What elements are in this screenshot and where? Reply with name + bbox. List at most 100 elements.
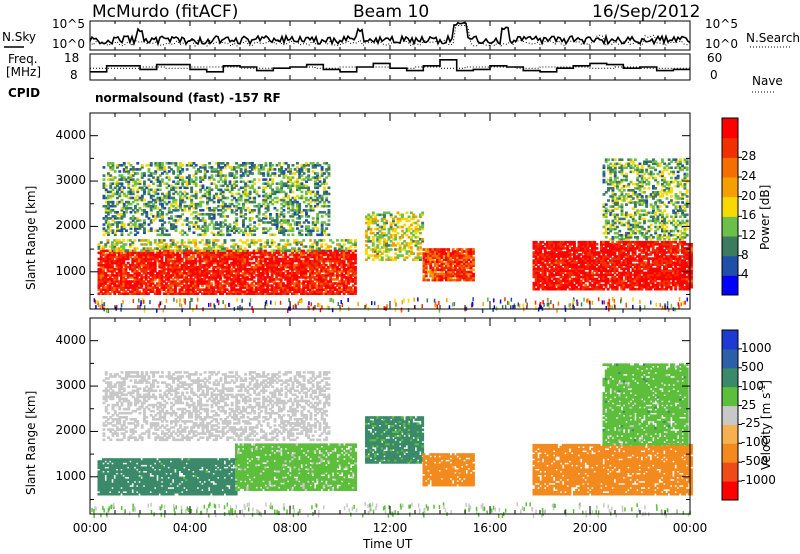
echo-cell [412, 215, 416, 219]
echo-cell [291, 204, 295, 208]
echo-cell [161, 192, 164, 196]
echo-cell [270, 263, 274, 267]
nsky-trace [89, 21, 691, 47]
echo-cell [214, 249, 218, 252]
echo-cell [217, 170, 221, 173]
echo-cell [284, 182, 288, 185]
echo-cell [336, 276, 339, 279]
echo-cell [111, 247, 114, 250]
echo-cell [241, 286, 245, 289]
echo-cell [333, 282, 337, 285]
echo-cell [313, 286, 317, 289]
echo-cell [194, 251, 198, 255]
echo-cell [349, 278, 353, 281]
echo-cell [277, 282, 281, 285]
echo-cell [309, 276, 312, 279]
echo-cell [161, 204, 164, 208]
echo-cell [378, 225, 382, 229]
echo-cell [129, 292, 132, 295]
echo-cell [287, 166, 290, 169]
echo-cell [174, 267, 177, 271]
echo-cell [223, 276, 227, 279]
echo-cell [203, 233, 207, 237]
echo-cell [323, 192, 326, 196]
echo-cell [230, 202, 234, 206]
echo-cell [342, 243, 346, 246]
echo-cell [192, 282, 195, 285]
echo-cell [297, 280, 301, 283]
echo-cell [176, 180, 180, 183]
echo-cell [392, 242, 395, 245]
echo-cell [179, 206, 182, 210]
echo-cell [179, 186, 182, 190]
echo-cell [288, 263, 292, 267]
echo-cell [149, 253, 153, 257]
echo-cell [161, 231, 164, 234]
echo-cell [243, 265, 247, 269]
echo-cell [228, 284, 231, 287]
echo-cell [257, 265, 261, 269]
echo-cell [251, 166, 254, 169]
echo-cell [288, 274, 292, 277]
echo-cell [342, 239, 346, 242]
echo-cell [237, 263, 240, 267]
echo-cell [318, 276, 321, 279]
echo-cell [305, 162, 308, 165]
echo-cell [241, 241, 245, 244]
echo-cell [331, 259, 335, 263]
echo-cell [302, 270, 306, 273]
echo-cell [223, 270, 227, 273]
echo-cell [156, 206, 160, 210]
echo-cell [280, 231, 284, 234]
echo-cell [354, 292, 357, 295]
echo-cell [140, 276, 144, 279]
echo-cell [152, 172, 155, 175]
echo-cell [214, 261, 218, 265]
echo-cell [342, 290, 346, 293]
echo-cell [394, 215, 398, 219]
echo-cell [162, 280, 166, 283]
echo-cell [242, 174, 245, 177]
echo-cell [383, 233, 386, 237]
echo-cell [165, 274, 168, 277]
echo-cell [145, 186, 149, 190]
echo-cell [320, 278, 324, 281]
echo-cell [107, 223, 110, 226]
echo-cell [113, 217, 117, 220]
echo-cell [208, 215, 212, 218]
echo-cell [134, 223, 137, 226]
echo-cell [284, 265, 288, 269]
echo-cell [99, 280, 103, 283]
echo-cell [206, 170, 209, 173]
echo-cell [138, 227, 142, 230]
echo-cell [165, 233, 169, 237]
echo-cell [282, 221, 286, 224]
echo-cell [196, 255, 200, 259]
echo-cell [313, 241, 317, 244]
echo-cell [142, 265, 146, 269]
echo-cell [158, 241, 162, 244]
echo-cell [126, 255, 130, 259]
echo-cell [318, 233, 322, 237]
echo-cell [172, 204, 176, 208]
echo-cell [160, 272, 164, 275]
echo-cell [221, 272, 225, 275]
echo-cell [205, 282, 209, 285]
echo-cell [354, 253, 357, 257]
echo-cell [371, 248, 375, 251]
echo-cell [169, 259, 173, 263]
echo-cell [133, 276, 137, 279]
echo-cell [295, 280, 299, 283]
echo-cell [131, 192, 135, 196]
echo-cell [197, 225, 200, 228]
echo-cell [305, 164, 308, 167]
echo-cell [203, 227, 207, 230]
echo-cell [275, 223, 279, 226]
echo-cell [160, 286, 164, 289]
echo-cell [140, 194, 144, 198]
echo-cell [380, 246, 384, 249]
echo-cell [316, 219, 320, 222]
echo-cell [311, 223, 315, 226]
echo-cell [387, 238, 391, 241]
echo-cell [111, 243, 114, 246]
